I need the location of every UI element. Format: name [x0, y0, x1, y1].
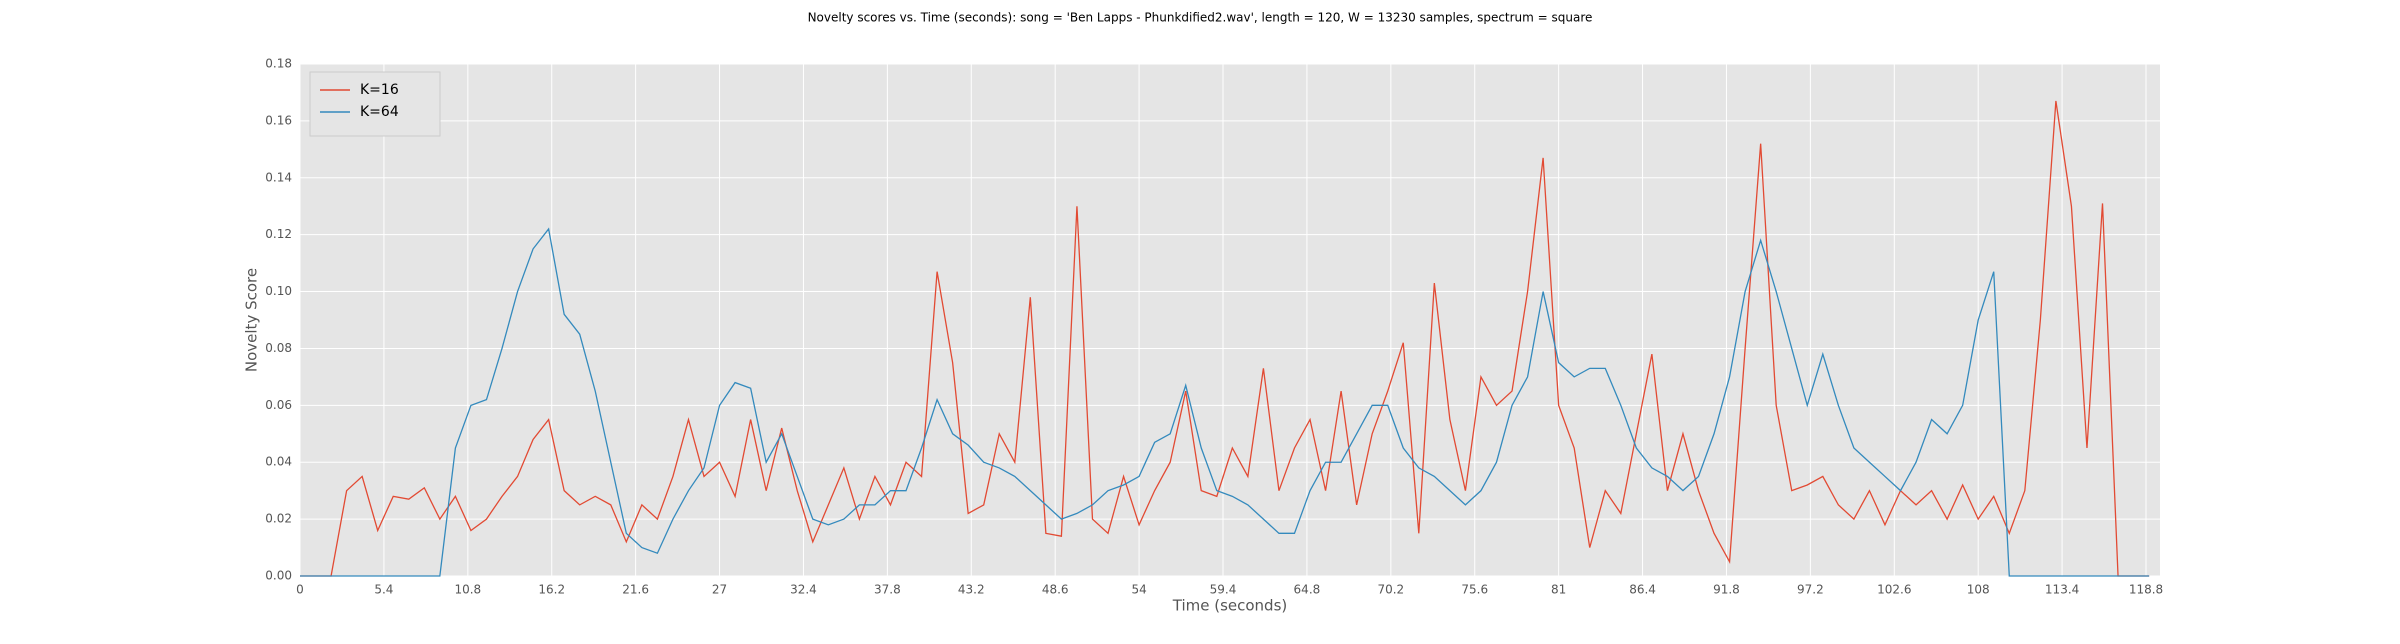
x-tick-label: 59.4 [1210, 583, 1237, 597]
x-tick-label: 5.4 [374, 583, 393, 597]
plot-area [300, 64, 2160, 576]
data-line [300, 100, 2150, 577]
y-tick-label: 0.00 [265, 569, 292, 583]
x-tick-label: 27 [712, 583, 727, 597]
y-tick-label: 0.06 [265, 398, 292, 412]
x-tick-label: 43.2 [958, 583, 985, 597]
x-tick-label: 37.8 [874, 583, 901, 597]
legend-label: K=64 [360, 104, 399, 120]
data-line [300, 227, 2150, 577]
x-tick-label: 86.4 [1629, 583, 1656, 597]
legend-box [309, 71, 441, 137]
y-tick-label: 0.02 [265, 512, 292, 526]
x-tick-label: 16.2 [538, 583, 565, 597]
x-tick-label: 108 [1967, 583, 1990, 597]
x-tick-label: 48.6 [1042, 583, 1069, 597]
y-tick-label: 0.14 [265, 170, 292, 184]
y-tick-label: 0.16 [265, 113, 292, 127]
x-axis-label: Time (seconds) [1172, 597, 1288, 615]
x-tick-label: 64.8 [1294, 583, 1321, 597]
y-tick-label: 0.10 [265, 284, 292, 298]
x-tick-label: 0 [296, 583, 304, 597]
x-tick-label: 91.8 [1713, 583, 1740, 597]
x-tick-label: 75.6 [1461, 583, 1488, 597]
chart-title: Novelty scores vs. Time (seconds): song … [808, 11, 1593, 25]
y-tick-label: 0.04 [265, 455, 292, 469]
legend-label: K=16 [360, 82, 399, 98]
y-tick-label: 0.08 [265, 341, 292, 355]
x-tick-label: 113.4 [2045, 583, 2079, 597]
x-tick-label: 32.4 [790, 583, 817, 597]
x-tick-label: 81 [1551, 583, 1566, 597]
x-tick-label: 54 [1131, 583, 1146, 597]
y-tick-label: 0.18 [265, 57, 292, 71]
x-tick-label: 97.2 [1797, 583, 1824, 597]
x-tick-label: 21.6 [622, 583, 649, 597]
x-tick-label: 118.8 [2129, 583, 2163, 597]
y-tick-label: 0.12 [265, 227, 292, 241]
y-axis-label: Novelty Score [243, 268, 261, 372]
x-tick-label: 102.6 [1877, 583, 1911, 597]
x-tick-label: 10.8 [454, 583, 481, 597]
x-tick-label: 70.2 [1377, 583, 1404, 597]
